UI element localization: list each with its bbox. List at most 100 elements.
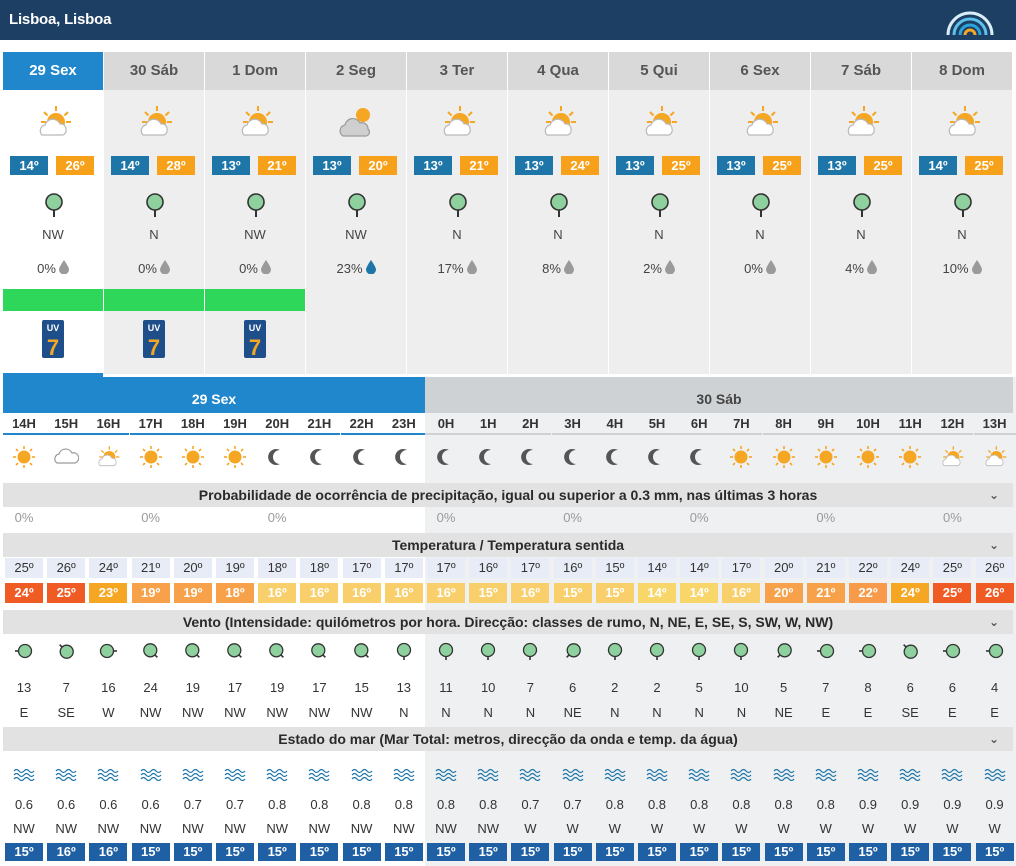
wind-pin-icon [548,192,570,218]
day-column[interactable]: 8 Dom 14º 25º N 10% [912,52,1012,374]
day-tab-label[interactable]: 3 Ter [407,52,507,90]
precip-cell [763,507,805,529]
moon-icon [636,445,678,475]
wind_dir-cell: E [990,705,999,720]
min-temp: 13º [717,156,755,175]
feels-cell: 26º [975,583,1014,603]
chevron-down-icon[interactable]: ⌄ [988,538,999,552]
section-header-temp[interactable]: Temperatura / Temperatura sentida ⌄ [3,533,1013,557]
feels-cell: 24º [891,583,930,603]
sun-icon [889,445,931,475]
wind-arrow-icon [594,641,636,666]
precip-cell [383,507,425,529]
precip-cell: 0% [267,510,287,525]
wind-arrows-row [0,641,1016,667]
chevron-down-icon[interactable]: ⌄ [988,615,999,629]
sun-icon [214,445,256,475]
sun-icon [3,445,45,475]
wind_speed-cell: 6 [948,680,956,695]
day-tab-label[interactable]: 4 Qua [508,52,608,90]
day-tab-label[interactable]: 1 Dom [205,52,305,90]
wind_speed-cell: 17 [227,680,243,695]
day-column[interactable]: 29 Sex 14º 26º NW 0% UV 7 [3,52,103,377]
moon-icon [467,445,509,475]
wind-pin-icon [952,192,974,218]
hour-label: 6H [678,413,721,435]
wind-arrow-icon [341,641,383,666]
temp-cell: 18º [300,558,339,578]
wave-cell: 0.9 [901,797,920,812]
section-header-sea[interactable]: Estado do mar (Mar Total: metros, direcç… [3,727,1013,751]
feels-cell: 16º [342,583,381,603]
day-tab-label[interactable]: 8 Dom [912,52,1012,90]
wave_dir-cell: NW [435,821,457,836]
max-temp: 25º [763,156,801,175]
day-tab-label[interactable]: 29 Sex [3,52,103,90]
day-tab-label[interactable]: 30 Sáb [104,52,204,90]
day-column[interactable]: 3 Ter 13º 21º N 17% [407,52,507,374]
hourly-day-tab[interactable]: 29 Sex [3,377,425,413]
temp-cell: 14º [638,558,676,578]
temp-cell: 16º [469,558,508,578]
wave_dir-cell: NW [139,821,162,836]
moon-icon [509,445,551,475]
wind_dir-cell: NE [563,705,582,720]
wave-cell: 0.8 [774,797,793,812]
wind_speed-cell: 7 [526,680,534,695]
day-wind-direction: N [957,227,967,242]
day-column[interactable]: 5 Qui 13º 25º N 2% [609,52,709,374]
rain-value: 0% [239,261,258,276]
hour-label: 17H [129,413,172,435]
precip-cell [87,507,129,529]
chevron-down-icon[interactable]: ⌄ [988,488,999,502]
water-cell: 15º [806,843,845,861]
day-rain-probability: 23% [306,260,406,276]
day-tab-label[interactable]: 7 Sáb [811,52,911,90]
day-column[interactable]: 7 Sáb 13º 25º N 4% [811,52,911,374]
section-header-wind[interactable]: Vento (Intensidade: quilómetros por hora… [3,610,1013,634]
raindrop-icon [157,260,170,276]
wind-arrow-icon [974,641,1016,666]
moon-icon [425,445,467,475]
day-temperatures: 14º 28º [111,156,199,175]
wave-icon [425,767,467,786]
day-column[interactable]: 1 Dom 13º 21º NW 0% UV 7 [205,52,305,374]
wave_dir-cell: W [777,821,790,836]
air-quality-bar [205,289,305,311]
max-temp: 21º [460,156,498,175]
temp-cell: 25º [933,558,972,578]
wind-arrow-icon [3,641,45,666]
moon-icon [678,445,720,475]
wave-icon [720,767,762,786]
day-tab-label[interactable]: 6 Sex [710,52,810,90]
wave_dir-cell: W [693,821,706,836]
day-column[interactable]: 4 Qua 13º 24º N 8% [508,52,608,374]
wind_speed-cell: 11 [439,680,453,695]
day-column[interactable]: 6 Sex 13º 25º N 0% [710,52,810,374]
chevron-down-icon[interactable]: ⌄ [988,732,999,746]
wind-arrow-icon [130,641,172,666]
max-temp: 24º [561,156,599,175]
wind_dir-cell: SE [57,705,75,720]
feels-cell: 14º [638,583,676,603]
wave-icon [763,767,805,786]
feels-cell: 16º [300,583,339,603]
day-tab-label[interactable]: 5 Qui [609,52,709,90]
wind-pin-icon [245,192,267,218]
precip-cell [889,507,931,529]
day-column[interactable]: 2 Seg 13º 20º NW 23% [306,52,406,374]
wave-icon [974,767,1016,786]
section-header-precip[interactable]: Probabilidade de ocorrência de precipita… [3,483,1013,507]
hourly-day-tab[interactable]: 30 Sáb [425,377,1013,413]
wind_dir-cell: E [19,705,29,720]
wind_speed-cell: 19 [185,680,201,695]
day-tab-label[interactable]: 2 Seg [306,52,406,90]
day-column[interactable]: 30 Sáb 14º 28º N 0% UV 7 [104,52,204,374]
temp-cell: 26º [47,558,86,578]
feels-cell: 16º [384,583,423,603]
wave-icon [805,767,847,786]
feels-cell: 22º [849,583,887,603]
day-rain-probability: 0% [205,260,305,276]
wave-icon [847,767,889,786]
sun-cloud-icon [36,104,72,140]
